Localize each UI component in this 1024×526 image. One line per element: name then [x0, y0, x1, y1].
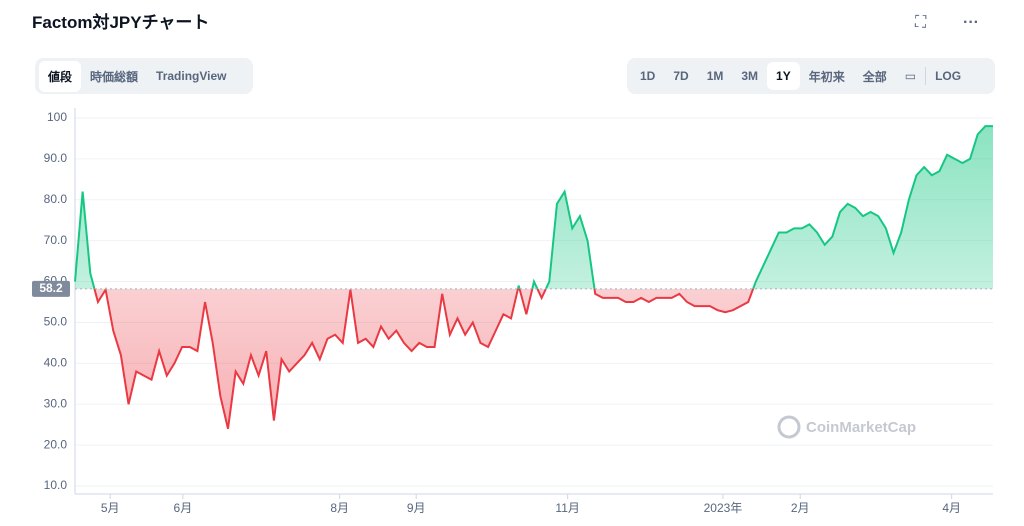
watermark-text: CoinMarketCap	[806, 419, 916, 436]
calendar-icon[interactable]: ▭	[904, 69, 917, 83]
y-tick-label: 70.0	[44, 233, 68, 247]
x-tick-label: 2月	[791, 501, 810, 515]
baseline-label: 58.2	[39, 281, 63, 295]
baseline-label-box	[32, 280, 70, 297]
range[interactable]: 1Y	[767, 62, 800, 90]
tab[interactable]: 値段	[39, 60, 82, 92]
x-tick-label: 2023年	[704, 501, 743, 515]
y-tick-label: 30.0	[44, 396, 68, 410]
y-tick-label: 50.0	[44, 315, 68, 329]
title: Factom対JPYチャート	[32, 13, 210, 32]
x-tick-label: 6月	[174, 501, 193, 515]
range[interactable]: 全部	[862, 69, 887, 84]
y-tick-label: 80.0	[44, 192, 68, 206]
line-down	[93, 288, 755, 429]
tab[interactable]: TradingView	[156, 69, 227, 83]
y-tick-label: 90.0	[44, 151, 68, 165]
area-down	[75, 288, 993, 429]
y-tick-label: 100	[47, 110, 67, 124]
y-tick-label: 60.0	[44, 274, 68, 288]
tab[interactable]: 時価総額	[90, 69, 139, 84]
watermark: CoinMarketCap	[777, 415, 916, 439]
x-tick-label: 5月	[101, 501, 120, 515]
log-toggle[interactable]: LOG	[935, 69, 962, 83]
x-tick-label: 8月	[330, 501, 349, 515]
y-tick-label: 10.0	[44, 478, 68, 492]
range[interactable]: 1D	[640, 69, 656, 83]
x-tick-label: 4月	[942, 501, 961, 515]
range[interactable]: 3M	[741, 69, 759, 83]
range[interactable]: 1M	[706, 69, 724, 83]
area-up	[75, 126, 993, 289]
range-group: 1D 7D 1M 3M 1Y 年初来 全部 ▭ LOG	[627, 58, 995, 94]
divider	[925, 67, 927, 85]
tab-group: 値段 時価総額 TradingView	[35, 58, 253, 94]
range[interactable]: 年初来	[808, 69, 845, 84]
line-up	[74, 125, 993, 289]
x-tick-label: 11月	[555, 501, 579, 515]
range[interactable]: 7D	[673, 69, 689, 83]
y-tick-label: 20.0	[44, 437, 68, 451]
y-tick-label: 40.0	[44, 356, 68, 370]
fullscreen-icon[interactable]: ⛶	[915, 14, 927, 31]
more-icon[interactable]: ···	[963, 14, 979, 31]
x-tick-label: 9月	[407, 501, 426, 515]
